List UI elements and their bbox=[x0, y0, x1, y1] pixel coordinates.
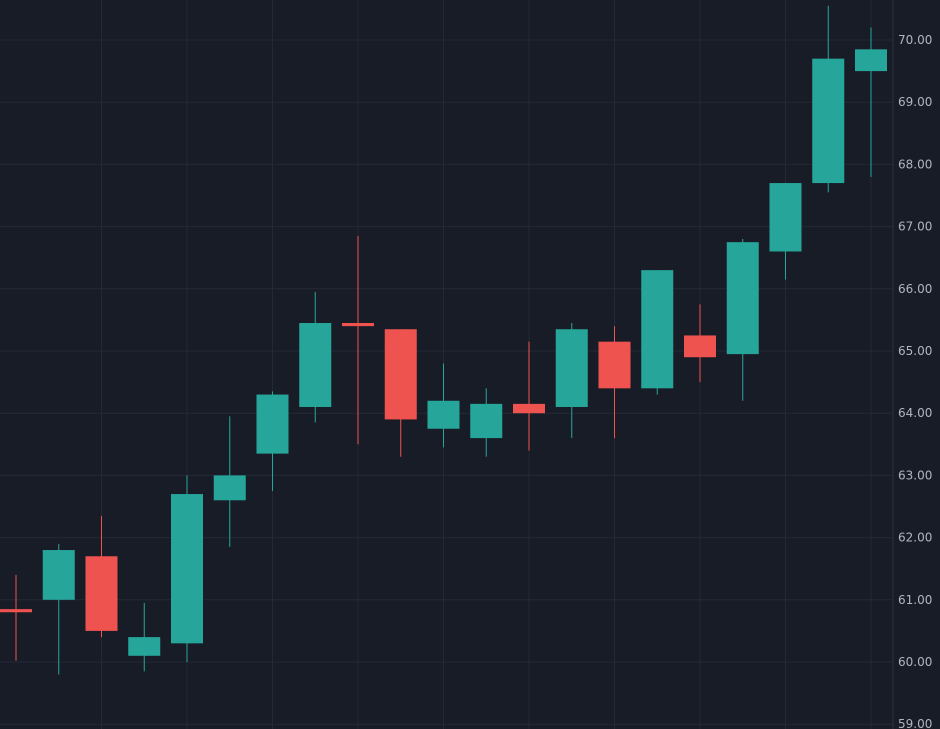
candle-body bbox=[598, 341, 631, 389]
candle-down bbox=[85, 515, 118, 638]
y-tick-label: 66.00 bbox=[898, 282, 932, 296]
candle-down bbox=[598, 326, 631, 439]
candle-up bbox=[171, 475, 203, 662]
candle-body bbox=[85, 556, 118, 631]
candle-down bbox=[384, 329, 417, 457]
y-tick-label: 68.00 bbox=[898, 157, 932, 171]
candle-up bbox=[769, 183, 802, 280]
candle-body bbox=[726, 242, 759, 355]
candle-body bbox=[299, 323, 332, 407]
candle-up bbox=[855, 27, 887, 177]
candle-up bbox=[128, 602, 161, 672]
y-tick-label: 59.00 bbox=[898, 717, 932, 729]
candle-up bbox=[726, 239, 759, 401]
candle-down bbox=[513, 341, 545, 451]
y-tick-label: 70.00 bbox=[898, 33, 932, 47]
y-tick-label: 61.00 bbox=[898, 593, 932, 607]
candle-up bbox=[213, 416, 246, 547]
candle-body bbox=[855, 49, 887, 72]
candle-body bbox=[470, 403, 503, 439]
candles bbox=[0, 5, 887, 675]
price-axis: 59.00 60.00 61.00 62.00 63.00 64.00 65.00 66.00… bbox=[892, 0, 932, 729]
y-tick-label: 60.00 bbox=[898, 655, 932, 669]
candle-up bbox=[641, 270, 674, 395]
candle-up bbox=[427, 363, 460, 448]
candle-body bbox=[513, 403, 545, 414]
candle-body bbox=[384, 329, 417, 420]
candle-body bbox=[342, 323, 374, 327]
candle-body bbox=[684, 335, 716, 358]
candle-body bbox=[213, 475, 246, 501]
candle-body bbox=[171, 494, 203, 644]
candle-up bbox=[470, 388, 503, 457]
candle-up bbox=[256, 391, 289, 491]
grid bbox=[0, 0, 893, 729]
candle-body bbox=[555, 329, 588, 407]
candle-body bbox=[769, 183, 802, 252]
y-tick-label: 65.00 bbox=[898, 344, 932, 358]
candle-body bbox=[427, 400, 460, 429]
y-tick-label: 63.00 bbox=[898, 468, 932, 482]
candle-down bbox=[342, 235, 374, 445]
candle-down bbox=[684, 304, 716, 383]
y-tick-label: 62.00 bbox=[898, 531, 932, 545]
candle-down bbox=[0, 574, 32, 661]
candle-body bbox=[128, 637, 161, 656]
candle-body bbox=[641, 270, 674, 389]
candle-up bbox=[42, 543, 75, 675]
candle-body bbox=[42, 550, 75, 600]
y-tick-label: 67.00 bbox=[898, 220, 932, 234]
candle-up bbox=[299, 291, 332, 423]
candle-body bbox=[812, 58, 845, 184]
candle-body bbox=[256, 394, 289, 454]
candle-up bbox=[555, 323, 588, 439]
y-tick-label: 69.00 bbox=[898, 95, 932, 109]
candle-up bbox=[812, 5, 845, 193]
y-tick-label: 64.00 bbox=[898, 406, 932, 420]
candle-body bbox=[0, 609, 32, 613]
